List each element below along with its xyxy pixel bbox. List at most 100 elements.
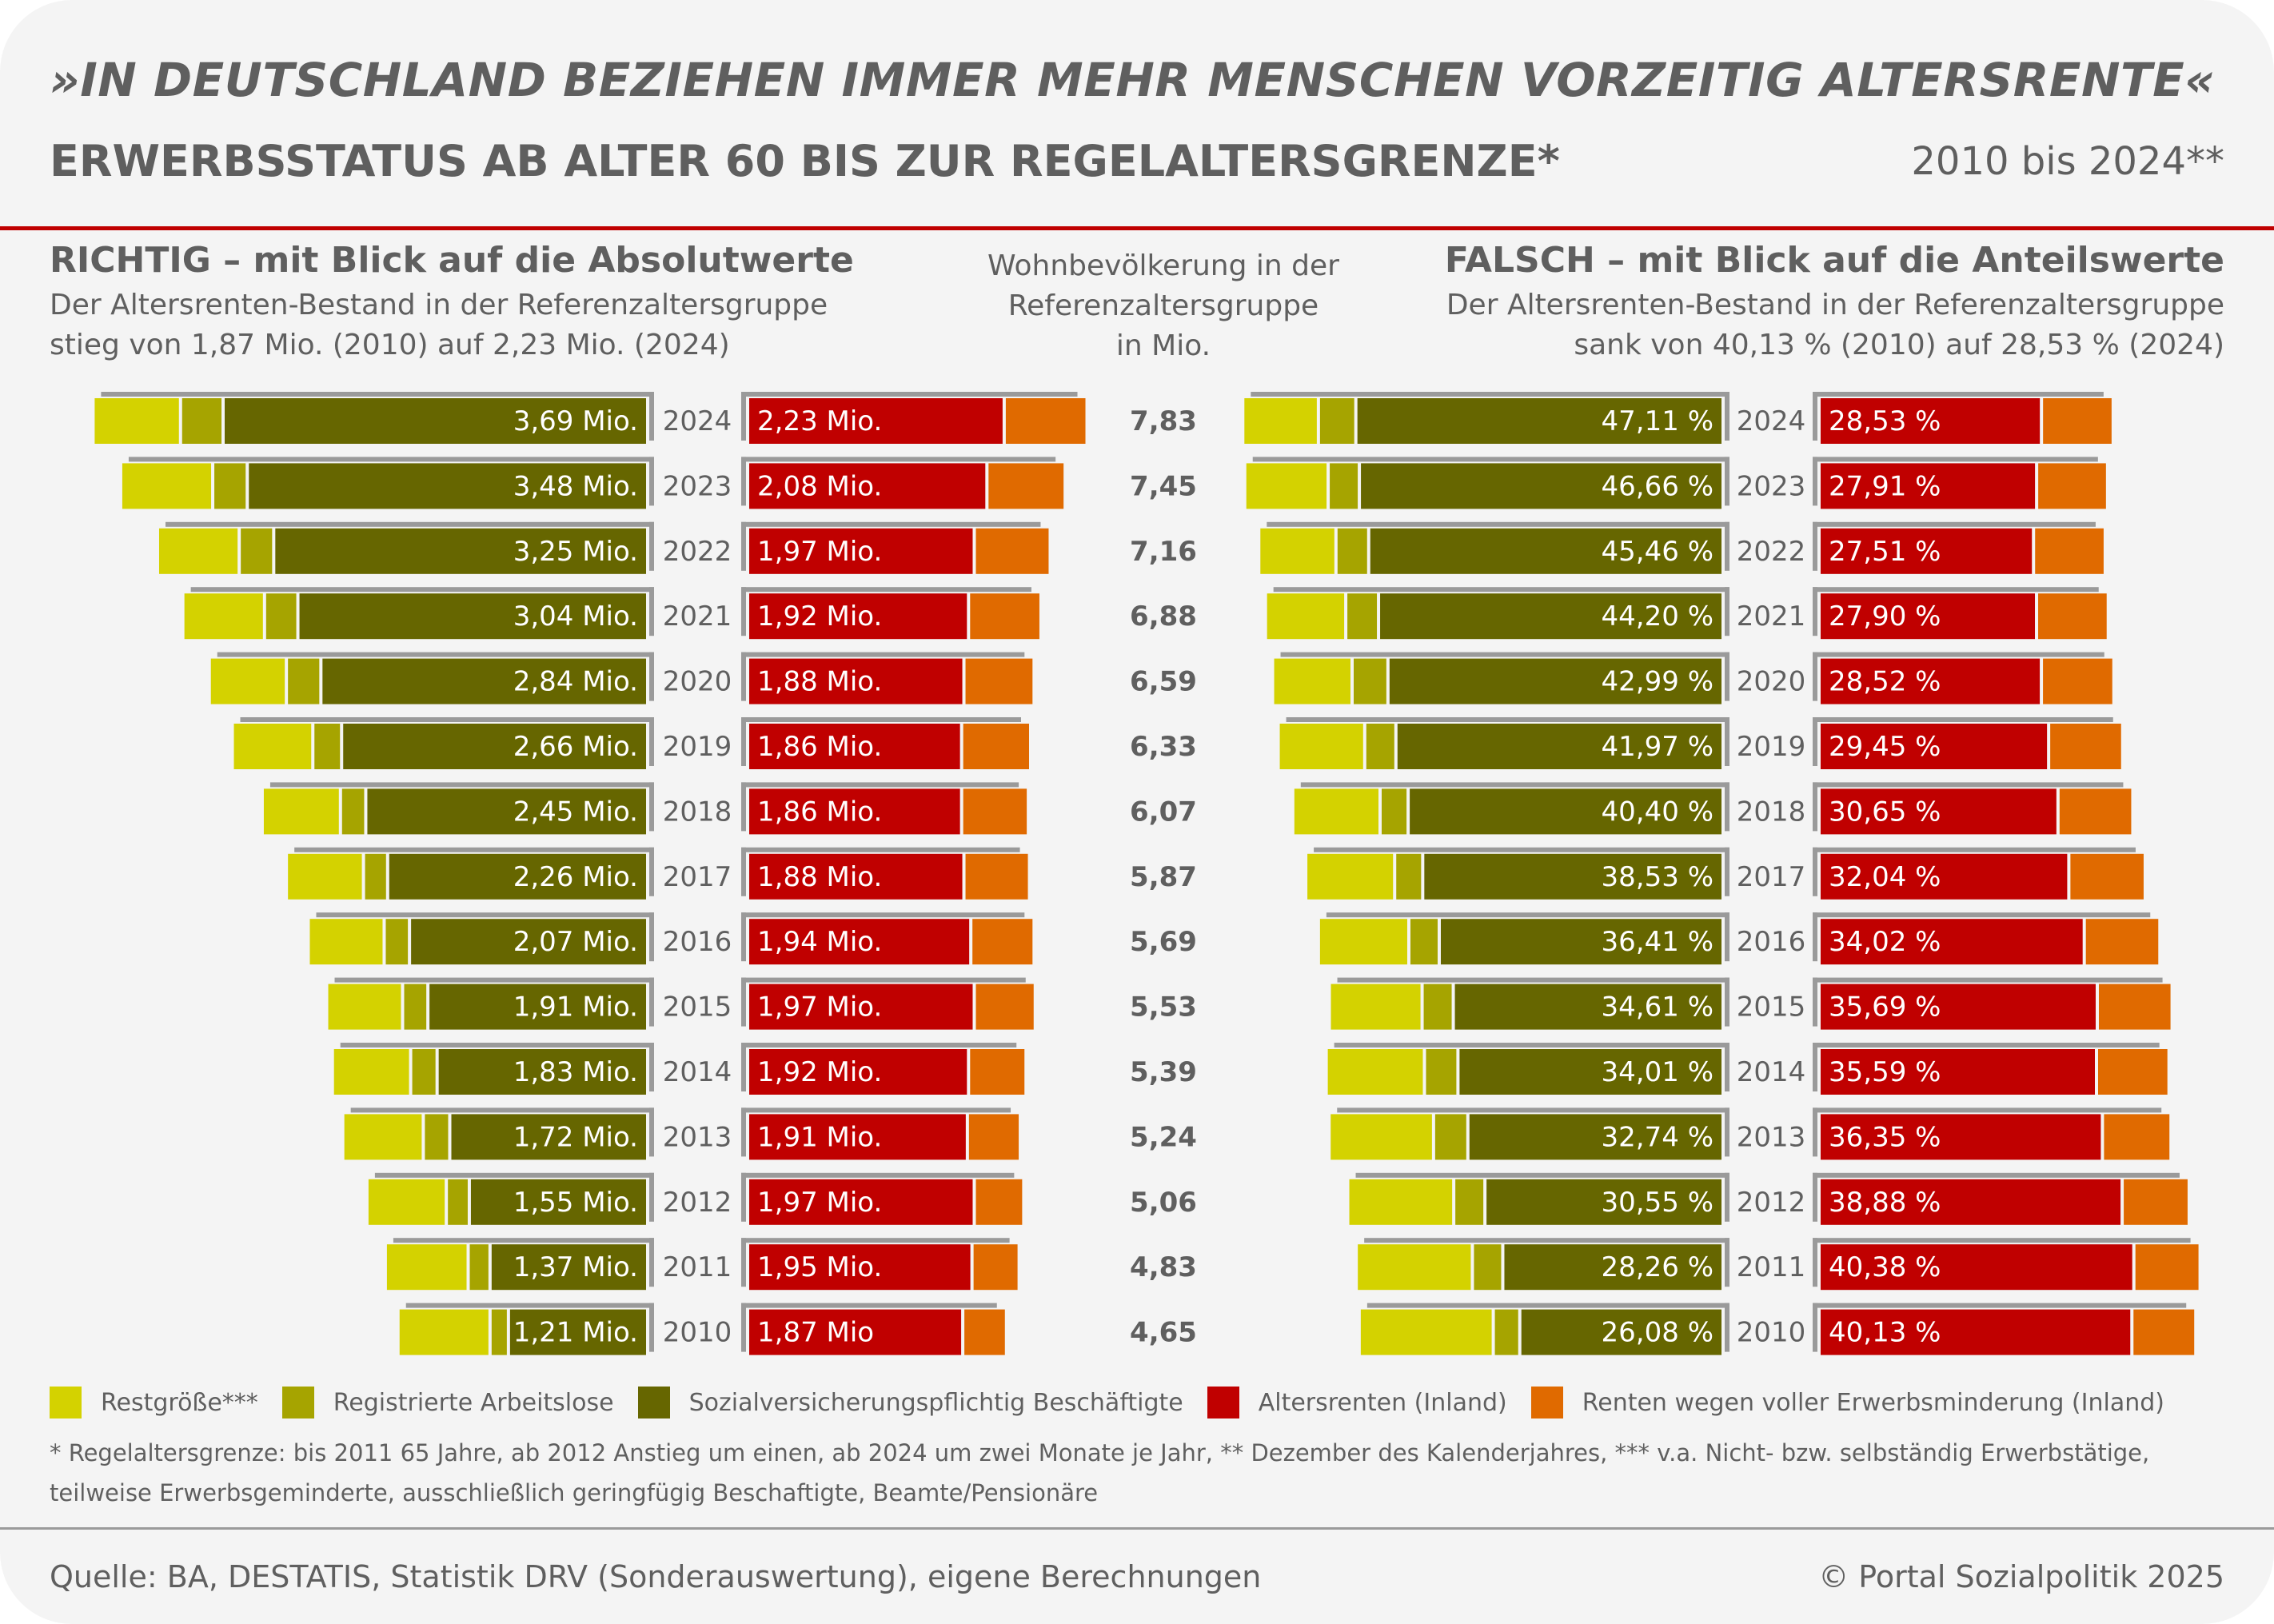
- abs-bar-sozial: [451, 1114, 646, 1160]
- population-value: 7,16: [1130, 536, 1197, 568]
- abs-bracket-left-end: [649, 392, 654, 441]
- abs-bar-arbeitslose: [491, 1309, 507, 1355]
- abs-bracket-left: [128, 457, 655, 462]
- abs-bar-sozial: [225, 398, 646, 444]
- population-value: 5,39: [1130, 1056, 1197, 1088]
- pct-bracket-left-end: [1725, 1043, 1729, 1091]
- abs-bracket-left-end: [649, 1172, 654, 1222]
- abs-bar-altersrenten: [749, 463, 986, 509]
- pct-bracket-left-end: [1725, 521, 1729, 571]
- pct-bar-sozial: [1424, 853, 1721, 900]
- abs-bar-restgroesse: [309, 919, 383, 965]
- pct-bar-arbeitslose: [1494, 1309, 1518, 1355]
- pct-bracket-left: [1366, 1303, 1729, 1308]
- pct-bar-altersrenten: [1821, 984, 2096, 1030]
- abs-bracket-left: [165, 521, 655, 527]
- pct-bar-sozial: [1357, 398, 1721, 444]
- abs-bracket-left-end: [649, 847, 654, 896]
- pct-bracket-left: [1337, 1107, 1729, 1113]
- pct-bar-restgroesse: [1330, 984, 1421, 1030]
- pct-bar-sozial: [1397, 724, 1721, 769]
- abs-label-sozial: 1,55 Mio.: [513, 1187, 638, 1219]
- left-panel-heading: RICHTIG – mit Blick auf die Absolutwerte: [50, 240, 854, 281]
- pct-bar-restgroesse: [1294, 788, 1378, 835]
- copyright: © Portal Sozialpolitik 2025: [1818, 1559, 2224, 1594]
- abs-bracket-left: [217, 652, 655, 657]
- right-panel-heading: FALSCH – mit Blick auf die Anteilswerte: [1444, 240, 2224, 281]
- abs-bracket-left-end: [649, 1238, 654, 1287]
- pct-bar-arbeitslose: [1410, 919, 1438, 965]
- abs-year-label: 2011: [663, 1251, 732, 1283]
- pct-bracket-right: [1813, 457, 2098, 462]
- legend-label-arbeitslose: Registrierte Arbeitslose: [333, 1388, 614, 1417]
- abs-bar-sozial: [343, 724, 646, 769]
- abs-bar-altersrenten: [749, 1114, 966, 1160]
- abs-bracket-right: [741, 1303, 997, 1308]
- abs-bracket-left-end: [649, 1107, 654, 1157]
- pct-bracket-left-end: [1725, 782, 1729, 832]
- pct-bracket-right: [1813, 782, 2124, 788]
- abs-bracket-left: [240, 717, 654, 722]
- pct-bracket-left-end: [1725, 1107, 1729, 1157]
- pct-label-altersrenten: 30,65 %: [1829, 796, 1941, 828]
- pct-year-label: 2012: [1737, 1187, 1806, 1219]
- abs-bar-altersrenten: [749, 1049, 967, 1095]
- abs-label-altersrenten: 1,94 Mio.: [757, 926, 882, 958]
- footnote-2: teilweise Erwerbsgeminderte, ausschließl…: [50, 1479, 1099, 1506]
- pct-bracket-right-end: [1813, 457, 1817, 506]
- abs-bar-em-renten: [972, 919, 1033, 965]
- abs-label-sozial: 2,26 Mio.: [513, 861, 638, 893]
- footer-divider: [0, 1527, 2274, 1530]
- abs-year-label: 2017: [663, 861, 732, 893]
- abs-year-label: 2012: [663, 1187, 732, 1219]
- legend-swatch-em-renten: [1530, 1387, 1563, 1419]
- abs-year-label: 2023: [663, 470, 732, 502]
- pct-bar-altersrenten: [1821, 724, 2048, 769]
- pct-bar-arbeitslose: [1353, 658, 1386, 704]
- abs-year-label: 2010: [663, 1317, 732, 1349]
- pct-bar-altersrenten: [1821, 1244, 2132, 1291]
- abs-bracket-left-end: [649, 782, 654, 832]
- pct-bracket-right-end: [1813, 717, 1817, 766]
- pct-bar-sozial: [1410, 788, 1721, 835]
- pct-bracket-right-end: [1813, 1043, 1817, 1091]
- abs-bar-altersrenten: [749, 919, 970, 965]
- abs-bar-arbeitslose: [425, 1114, 449, 1160]
- pct-label-altersrenten: 40,38 %: [1829, 1251, 1941, 1283]
- pct-bracket-right: [1813, 1172, 2180, 1178]
- abs-label-altersrenten: 1,88 Mio.: [757, 666, 882, 698]
- pct-bar-arbeitslose: [1434, 1114, 1466, 1160]
- pct-label-sozial: 36,41 %: [1602, 926, 1713, 958]
- population-value: 4,65: [1130, 1317, 1197, 1349]
- pct-bar-arbeitslose: [1366, 724, 1394, 769]
- abs-bracket-right-end: [741, 521, 746, 571]
- pct-bar-restgroesse: [1267, 593, 1345, 640]
- pct-label-sozial: 32,74 %: [1602, 1121, 1713, 1153]
- pct-year-label: 2010: [1737, 1317, 1806, 1349]
- abs-bracket-right: [741, 1172, 1015, 1178]
- abs-bar-em-renten: [965, 658, 1033, 704]
- abs-bar-sozial: [438, 1049, 646, 1095]
- legend: Restgröße*** Registrierte Arbeitslose So…: [50, 1385, 2188, 1420]
- population-heading-3: in Mio.: [1115, 329, 1211, 362]
- pct-bar-sozial: [1361, 463, 1721, 509]
- pct-bar-restgroesse: [1327, 1049, 1423, 1095]
- abs-bracket-left-end: [649, 977, 654, 1027]
- pct-bracket-left-end: [1725, 587, 1729, 636]
- abs-bracket-left: [190, 587, 655, 593]
- abs-label-altersrenten: 1,86 Mio.: [757, 796, 882, 828]
- pct-bar-em-renten: [2085, 919, 2159, 965]
- population-value: 6,07: [1130, 796, 1197, 828]
- pct-year-label: 2016: [1737, 926, 1806, 958]
- pct-bracket-right: [1813, 977, 2163, 983]
- pct-bracket-left: [1364, 1238, 1729, 1243]
- abs-bracket-right: [741, 912, 1025, 918]
- pct-bar-em-renten: [2135, 1244, 2199, 1291]
- abs-bracket-left: [374, 1172, 654, 1178]
- abs-label-sozial: 2,45 Mio.: [513, 796, 638, 828]
- pct-bracket-right-end: [1813, 782, 1817, 832]
- pct-year-label: 2011: [1737, 1251, 1806, 1283]
- pct-label-sozial: 47,11 %: [1602, 405, 1713, 437]
- abs-year-label: 2018: [663, 796, 732, 828]
